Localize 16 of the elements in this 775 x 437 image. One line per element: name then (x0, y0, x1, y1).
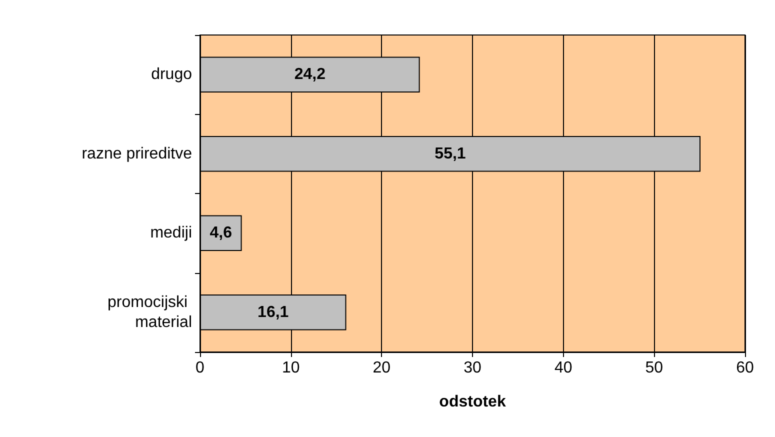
x-tick-label: 20 (372, 360, 391, 376)
y-tick-label: drugo (151, 66, 192, 84)
y-tick-label: mediji (150, 224, 192, 242)
x-tick-label: 40 (554, 360, 572, 376)
y-tick-label: razne prireditve (82, 145, 192, 162)
x-tick-label: 10 (282, 360, 300, 376)
x-axis-title: odstotek (439, 394, 506, 410)
data-label: 16,1 (258, 304, 289, 321)
x-tick-label: 30 (464, 360, 482, 376)
x-tick-label: 50 (645, 360, 664, 376)
x-tick-label: 60 (736, 360, 754, 376)
data-label: 24,2 (294, 66, 326, 84)
data-label: 55,1 (434, 145, 466, 162)
y-tick-label: promocijski material (108, 294, 192, 331)
data-label: 4,6 (210, 224, 232, 242)
x-tick-label: 0 (196, 360, 205, 376)
